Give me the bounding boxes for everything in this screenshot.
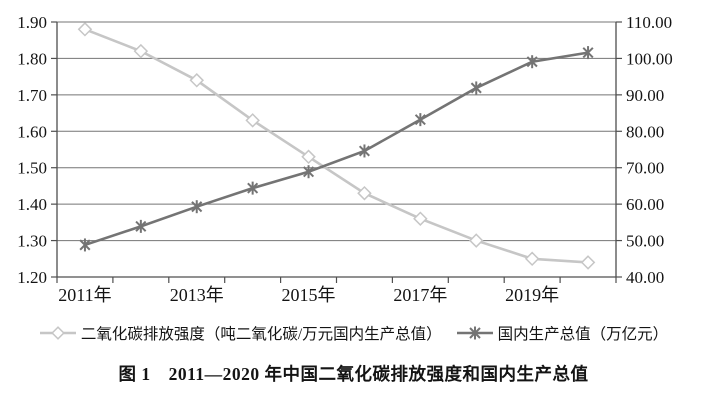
svg-text:1.20: 1.20 (17, 268, 47, 287)
svg-text:1.60: 1.60 (17, 122, 47, 141)
svg-text:40.00: 40.00 (626, 268, 664, 287)
svg-text:90.00: 90.00 (626, 86, 664, 105)
svg-text:2019年: 2019年 (505, 285, 559, 305)
chart-legend: 二氧化碳排放强度（吨二氧化碳/万元国内生产总值） 国内生产总值（万亿元） (0, 322, 707, 344)
svg-text:1.80: 1.80 (17, 49, 47, 68)
svg-text:1.70: 1.70 (17, 86, 47, 105)
svg-text:2015年: 2015年 (282, 285, 336, 305)
svg-text:1.50: 1.50 (17, 159, 47, 178)
svg-text:2011年: 2011年 (58, 285, 111, 305)
svg-text:1.90: 1.90 (17, 13, 47, 32)
svg-text:80.00: 80.00 (626, 122, 664, 141)
legend-label-gdp: 国内生产总值（万亿元） (497, 326, 669, 343)
svg-text:2013年: 2013年 (170, 285, 224, 305)
legend-item-co2-intensity: 二氧化碳排放强度（吨二氧化碳/万元国内生产总值） (39, 322, 442, 344)
svg-text:60.00: 60.00 (626, 195, 664, 214)
svg-text:50.00: 50.00 (626, 232, 664, 251)
dual-axis-line-chart: 1.90 110.00 1.80 100.00 1.70 90.00 1.60 80.00 1.… (17, 13, 673, 305)
svg-text:100.00: 100.00 (626, 49, 673, 68)
svg-text:110.00: 110.00 (626, 13, 672, 32)
svg-text:1.30: 1.30 (17, 232, 47, 251)
figure-caption: 图 1 2011—2020 年中国二氧化碳排放强度和国内生产总值 (118, 364, 589, 384)
svg-text:1.40: 1.40 (17, 195, 47, 214)
legend-label-co2-intensity: 二氧化碳排放强度（吨二氧化碳/万元国内生产总值） (80, 326, 442, 343)
diamond-series-marker-icon (39, 326, 76, 340)
asterisk-series-marker-icon (456, 326, 493, 340)
svg-text:2017年: 2017年 (393, 285, 447, 305)
svg-text:70.00: 70.00 (626, 159, 664, 178)
legend-item-gdp: 国内生产总值（万亿元） (456, 322, 669, 344)
